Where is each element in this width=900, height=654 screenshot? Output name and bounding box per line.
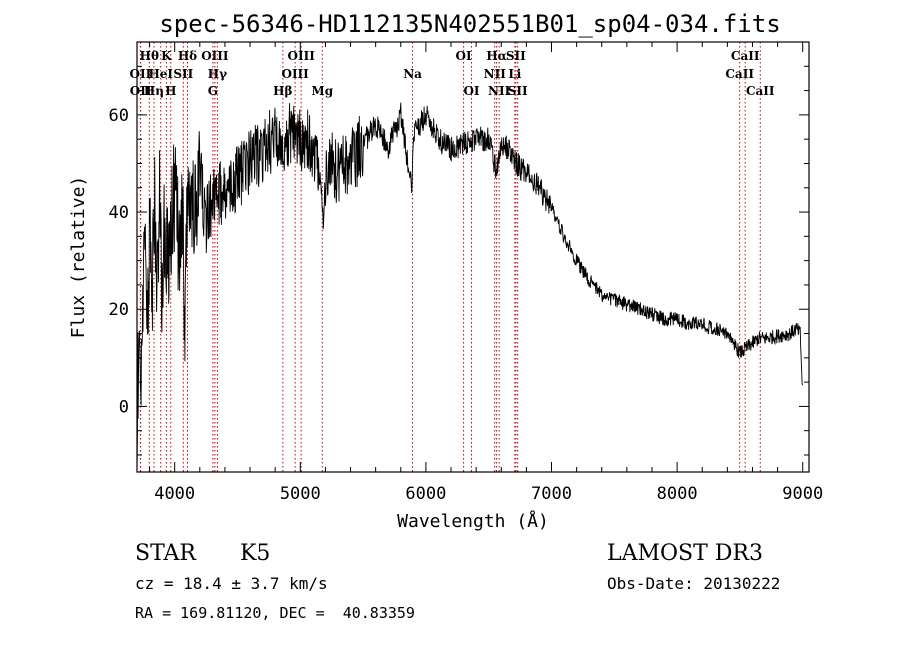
line-label: OII [130, 67, 152, 81]
line-labels: OIIOIIHθHηHeIKHSIIHδGOIIIHγHβOIIIOIIIMgN… [130, 49, 775, 98]
line-label: Na [403, 67, 422, 81]
x-axis: 4000 5000 6000 7000 8000 9000 [149, 42, 823, 504]
line-label: Hη [144, 84, 164, 98]
x-tick-label: 4000 [154, 484, 195, 504]
y-axis: 0 20 40 60 [109, 65, 809, 456]
line-label: CaII [746, 84, 775, 98]
object-subclass: K5 [240, 541, 270, 566]
observation-date: Obs-Date: 20130222 [607, 574, 780, 593]
line-label: Hα [486, 49, 507, 63]
line-label: OIII [281, 67, 309, 81]
line-label: Mg [311, 84, 333, 98]
line-label: OI [456, 49, 472, 63]
line-label: H [165, 84, 176, 98]
line-label: OI [463, 84, 479, 98]
spectrum-line [136, 102, 803, 470]
y-tick-label: 40 [109, 203, 129, 223]
line-label: Li [508, 67, 521, 81]
line-label: G [208, 84, 218, 98]
survey-label: LAMOST DR3 [607, 541, 763, 566]
line-label: SII [506, 49, 526, 63]
coordinates: RA = 169.81120, DEC = 40.83359 [135, 604, 415, 622]
y-axis-label: Flux (relative) [68, 176, 89, 339]
line-label: SII [508, 84, 528, 98]
redshift-velocity: cz = 18.4 ± 3.7 km/s [135, 574, 328, 593]
x-tick-label: 9000 [782, 484, 823, 504]
object-class: STAR [135, 541, 197, 566]
x-axis-label: Wavelength (Å) [397, 510, 549, 532]
plot-frame [136, 41, 810, 473]
line-label: NII [484, 67, 507, 81]
line-label: Hβ [273, 84, 292, 98]
line-label: Hγ [208, 67, 227, 81]
x-tick-label: 7000 [531, 484, 572, 504]
line-label: NII [488, 84, 511, 98]
line-label: K [161, 49, 172, 63]
chart-title: spec-56346-HD112135N402551B01_sp04-034.f… [159, 10, 780, 38]
line-label: Hθ [140, 49, 159, 63]
x-tick-label: 6000 [405, 484, 446, 504]
y-tick-label: 0 [119, 397, 129, 417]
line-label: OIII [201, 49, 229, 63]
line-label: CaII [731, 49, 760, 63]
y-tick-label: 60 [109, 106, 129, 126]
line-label: CaII [725, 67, 754, 81]
line-label: SII [173, 67, 193, 81]
line-label: OIII [288, 49, 316, 63]
x-tick-label: 5000 [280, 484, 321, 504]
line-label: HeI [148, 67, 173, 81]
y-tick-label: 20 [109, 300, 129, 320]
x-tick-label: 8000 [657, 484, 698, 504]
line-label: Hδ [178, 49, 197, 63]
line-markers [139, 42, 761, 472]
spectrum-series [136, 102, 803, 470]
